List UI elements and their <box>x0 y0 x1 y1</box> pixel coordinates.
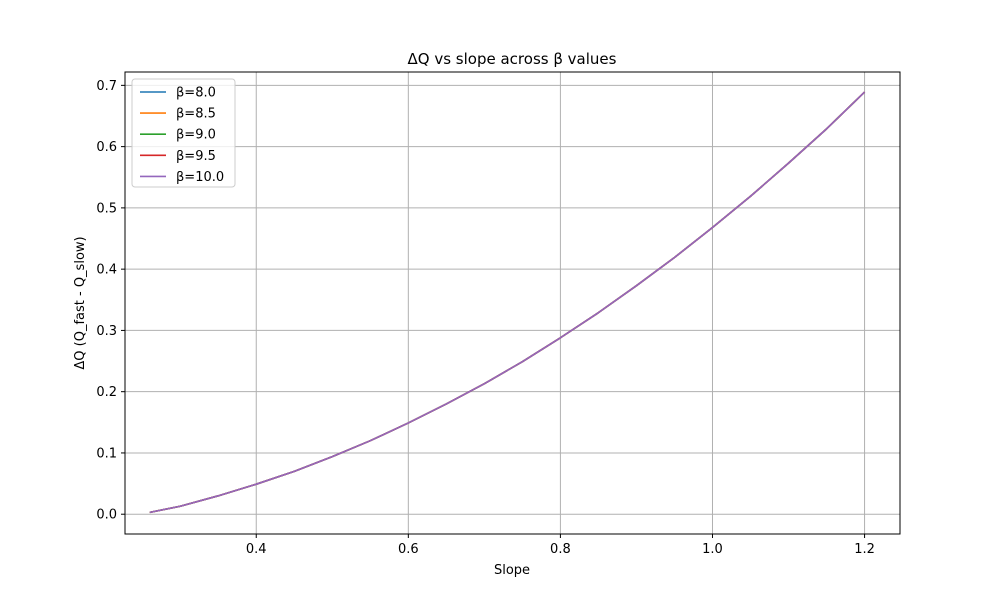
chart-title: ΔQ vs slope across β values <box>408 50 617 68</box>
x-tick-label: 0.4 <box>246 542 267 557</box>
x-tick-label: 0.8 <box>550 542 571 557</box>
y-tick-label: 0.3 <box>96 324 117 339</box>
legend-label: β=8.5 <box>176 107 216 122</box>
y-tick-label: 0.1 <box>96 446 117 461</box>
y-tick-label: 0.2 <box>96 385 117 400</box>
legend: β=8.0 β=8.5 β=9.0 β=9.5 β=10.0 <box>131 78 236 188</box>
x-tick-label: 1.0 <box>702 542 723 557</box>
y-tick-label: 0.0 <box>96 508 117 523</box>
legend-label: β=10.0 <box>176 170 224 185</box>
y-tick-label: 0.4 <box>96 263 117 278</box>
x-axis-label: Slope <box>494 563 530 578</box>
series-group <box>149 91 866 514</box>
legend-box <box>131 78 236 188</box>
grid <box>125 72 900 534</box>
legend-label: β=8.0 <box>176 86 216 101</box>
legend-label: β=9.0 <box>176 128 216 143</box>
y-tick-label: 0.5 <box>96 201 117 216</box>
ticks: 0.4 0.6 0.8 1.0 1.2 0.0 0.1 0.2 0.3 0.4 0.5 0.6 0.7 <box>96 79 875 557</box>
y-tick-label: 0.7 <box>96 79 117 94</box>
x-tick-label: 1.2 <box>854 542 875 557</box>
series-line-4 <box>149 91 866 514</box>
y-axis-label: ΔQ (Q_fast - Q_slow) <box>73 236 88 369</box>
plot-area-frame <box>124 71 901 535</box>
x-tick-label: 0.6 <box>398 542 419 557</box>
y-tick-label: 0.6 <box>96 140 117 155</box>
legend-label: β=9.5 <box>176 149 216 164</box>
